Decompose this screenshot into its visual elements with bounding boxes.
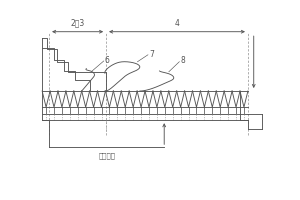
Text: 燃烧废气: 燃烧废气 (98, 153, 115, 159)
Text: 4: 4 (175, 19, 179, 28)
Text: 7: 7 (149, 50, 154, 59)
Text: 6: 6 (105, 56, 110, 65)
Text: 8: 8 (181, 56, 185, 65)
Text: 2、3: 2、3 (70, 19, 85, 28)
